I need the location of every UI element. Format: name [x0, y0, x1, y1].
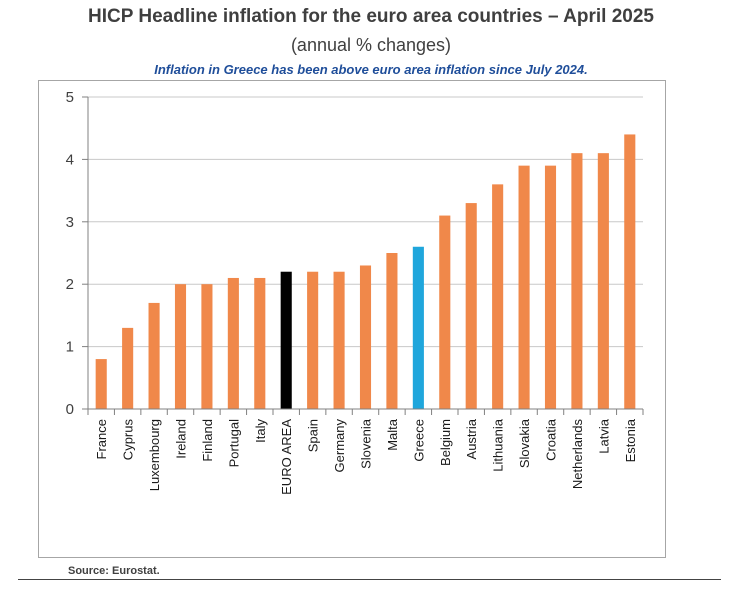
bar: [492, 184, 504, 409]
x-category-label: Cyprus: [121, 419, 136, 461]
y-tick-label: 4: [66, 151, 74, 168]
x-category-label: Portugal: [226, 419, 241, 468]
chart-subtitle: (annual % changes): [290, 35, 452, 55]
bar: [201, 284, 213, 409]
source-note: Source: Eurostat.: [68, 565, 160, 577]
bar: [518, 165, 530, 409]
chart-frame: 0 1 2 3 4 5 France Cyprus Luxembourg Ireland Finla…: [38, 80, 666, 558]
x-category-label: Austria: [464, 418, 479, 459]
x-category-label: Germany: [332, 419, 347, 473]
chart-note: Inflation in Greece has been above euro …: [154, 62, 588, 77]
x-category-label: Finland: [200, 419, 215, 462]
bar: [544, 165, 557, 409]
bar: [412, 246, 424, 409]
bar: [174, 284, 187, 409]
chart-title: HICP Headline inflation for the euro are…: [88, 6, 654, 27]
x-category-label: Lithuania: [491, 418, 506, 472]
y-tick-label: 0: [66, 401, 74, 418]
y-tick-label: 3: [66, 214, 74, 231]
bar: [333, 271, 345, 409]
bar: [597, 153, 609, 409]
bar: [254, 277, 266, 409]
y-tick-label: 5: [66, 89, 74, 106]
bar: [571, 153, 583, 409]
x-category-label: Belgium: [438, 419, 453, 466]
x-category-label: Slovakia: [517, 418, 532, 468]
footer-divider: [18, 579, 721, 580]
x-category-label: Latvia: [596, 418, 611, 453]
bar: [148, 302, 160, 409]
bar: [624, 134, 636, 409]
x-category-label: Luxembourg: [147, 419, 162, 491]
bar: [465, 203, 477, 409]
x-category-label: Greece: [411, 419, 426, 462]
y-tick-label: 2: [66, 276, 74, 293]
x-category-label: Netherlands: [570, 419, 585, 490]
x-category-label: Malta: [385, 418, 400, 451]
bar: [122, 327, 134, 409]
y-tick-label: 1: [66, 339, 74, 356]
bar: [359, 265, 372, 409]
x-category-label: Croatia: [544, 418, 559, 461]
bar: [386, 253, 398, 409]
bar: [227, 277, 239, 409]
x-category-label: Estonia: [623, 418, 638, 462]
x-category-label: France: [94, 419, 109, 459]
bar: [280, 271, 292, 409]
bar: [95, 359, 107, 409]
x-category-label: Spain: [306, 419, 321, 452]
x-category-label: Slovenia: [359, 418, 374, 469]
bar: [307, 271, 319, 409]
bar: [439, 215, 451, 409]
x-category-label: Ireland: [174, 419, 189, 459]
bar-chart: 0 1 2 3 4 5 France Cyprus Luxembourg Ireland Finla…: [66, 89, 644, 495]
x-category-label: Italy: [253, 419, 268, 443]
x-category-label: EURO AREA: [279, 419, 294, 495]
